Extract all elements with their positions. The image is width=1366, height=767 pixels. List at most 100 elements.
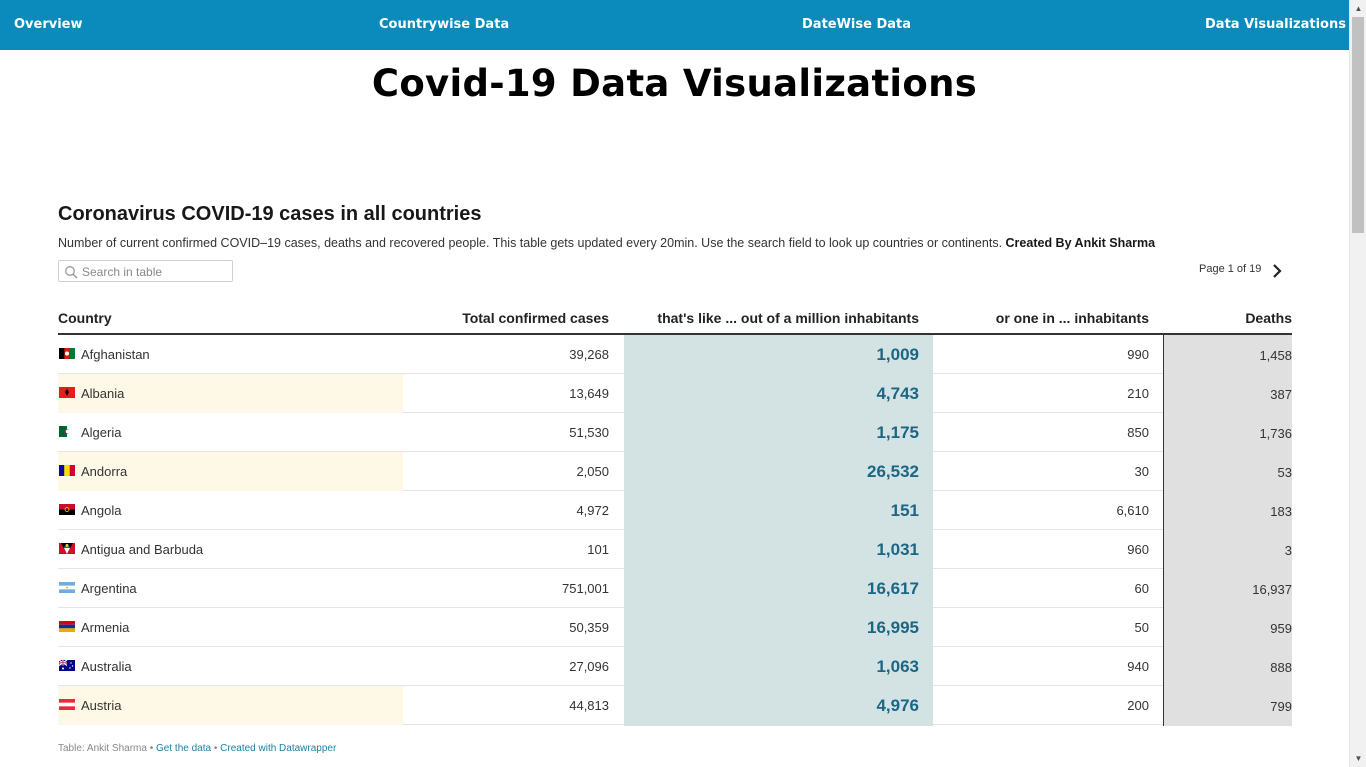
flag-ar-icon: [59, 582, 75, 593]
footer-separator: •: [213, 743, 218, 754]
data-table: Country Total confirmed cases that's lik…: [58, 301, 1292, 726]
nav-countrywise-data[interactable]: Countrywise Data: [379, 17, 510, 32]
cell-per-million: 1,175: [624, 413, 933, 453]
table-row: Afghanistan 39,268 1,009 990 1,458: [58, 335, 1292, 375]
cell-country: Australia: [58, 647, 403, 686]
cell-deaths: 959: [1163, 608, 1292, 648]
cell-total-confirmed: 27,096: [569, 659, 609, 674]
country-name: Angola: [81, 503, 122, 518]
cell-per-million: 26,532: [624, 452, 933, 492]
cell-total-confirmed: 13,649: [569, 386, 609, 401]
country-name: Armenia: [81, 620, 130, 635]
get-data-link[interactable]: Get the data: [156, 743, 212, 754]
cell-deaths: 1,458: [1163, 335, 1292, 375]
cell-total-confirmed: 44,813: [569, 698, 609, 713]
cell-one-in: 940: [1127, 659, 1149, 674]
header-total-confirmed[interactable]: Total confirmed cases: [462, 310, 609, 326]
cell-deaths: 1,736: [1163, 413, 1292, 453]
cell-total-confirmed: 101: [587, 542, 609, 557]
cell-country: Albania: [58, 374, 403, 413]
cell-deaths: 799: [1163, 686, 1292, 726]
cell-one-in: 850: [1127, 425, 1149, 440]
cell-one-in: 960: [1127, 542, 1149, 557]
table-row: Albania 13,649 4,743 210 387: [58, 374, 1292, 414]
cell-country: Armenia: [58, 608, 403, 647]
search-input[interactable]: [82, 263, 230, 280]
nav-datewise-data[interactable]: DateWise Data: [802, 17, 912, 32]
cell-per-million: 4,976: [624, 686, 933, 726]
cell-deaths: 3: [1163, 530, 1292, 570]
datawrapper-link[interactable]: Created with Datawrapper: [220, 743, 337, 754]
cell-one-in: 990: [1127, 347, 1149, 362]
cell-country: Antigua and Barbuda: [58, 530, 403, 569]
search-icon: [65, 266, 78, 279]
table-row: Algeria 51,530 1,175 850 1,736: [58, 413, 1292, 453]
table-row: Argentina 751,001 16,617 60 16,937: [58, 569, 1292, 609]
cell-one-in: 30: [1134, 464, 1149, 479]
table-row: Antigua and Barbuda 101 1,031 960 3: [58, 530, 1292, 570]
scroll-down-icon[interactable]: ▼: [1354, 754, 1363, 763]
cell-country: Afghanistan: [58, 335, 403, 374]
header-deaths[interactable]: Deaths: [1245, 310, 1292, 326]
flag-at-icon: [59, 699, 75, 710]
flag-dz-icon: [59, 426, 75, 437]
cell-per-million: 1,009: [624, 335, 933, 375]
cell-per-million: 1,031: [624, 530, 933, 570]
cell-total-confirmed: 50,359: [569, 620, 609, 635]
cell-per-million: 151: [624, 491, 933, 531]
flag-al-icon: [59, 387, 75, 398]
country-name: Austria: [81, 698, 122, 713]
footer: Table: Ankit Sharma • Get the data • Cre…: [58, 743, 336, 754]
scroll-up-icon[interactable]: ▲: [1354, 4, 1363, 13]
country-name: Antigua and Barbuda: [81, 542, 204, 557]
cell-country: Angola: [58, 491, 403, 530]
nav-data-visualizations[interactable]: Data Visualizations: [1205, 17, 1346, 32]
country-name: Albania: [81, 386, 125, 401]
country-name: Afghanistan: [81, 347, 150, 362]
header-country[interactable]: Country: [58, 310, 112, 326]
scroll-thumb[interactable]: [1352, 17, 1364, 233]
cell-one-in: 50: [1134, 620, 1149, 635]
nav-overview[interactable]: Overview: [14, 17, 83, 32]
flag-ao-icon: [59, 504, 75, 515]
footer-separator: •: [149, 743, 154, 754]
flag-af-icon: [59, 348, 75, 359]
page-scrollbar[interactable]: ▲ ▼: [1349, 0, 1366, 767]
table-row: Austria 44,813 4,976 200 799: [58, 686, 1292, 726]
flag-ad-icon: [59, 465, 75, 476]
table-row: Andorra 2,050 26,532 30 53: [58, 452, 1292, 492]
top-nav: Overview Countrywise Data DateWise Data …: [0, 0, 1349, 50]
cell-total-confirmed: 751,001: [562, 581, 609, 596]
cell-country: Argentina: [58, 569, 403, 608]
header-per-million[interactable]: that's like ... out of a million inhabit…: [657, 310, 919, 326]
table-row: Armenia 50,359 16,995 50 959: [58, 608, 1292, 648]
page-title: Covid-19 Data Visualizations: [371, 62, 978, 105]
country-name: Andorra: [81, 464, 128, 479]
description-text: Number of current confirmed COVID–19 cas…: [58, 236, 1003, 250]
cell-total-confirmed: 39,268: [569, 347, 609, 362]
flag-ag-icon: [59, 543, 75, 554]
flag-au-icon: [59, 660, 75, 671]
chevron-right-icon[interactable]: [1269, 262, 1285, 280]
header-one-in[interactable]: or one in ... inhabitants: [995, 310, 1149, 326]
cell-one-in: 200: [1127, 698, 1149, 713]
cell-per-million: 1,063: [624, 647, 933, 687]
table-header: Country Total confirmed cases that's lik…: [58, 301, 1292, 335]
table-row: Australia 27,096 1,063 940 888: [58, 647, 1292, 687]
widget-title: Coronavirus COVID-19 cases in all countr…: [58, 203, 482, 225]
cell-one-in: 60: [1134, 581, 1149, 596]
table-row: Angola 4,972 151 6,610 183: [58, 491, 1292, 531]
cell-deaths: 53: [1163, 452, 1292, 492]
search-box[interactable]: [58, 260, 233, 282]
country-name: Algeria: [81, 425, 122, 440]
pager-label: Page 1 of 19: [1199, 263, 1262, 275]
cell-deaths: 16,937: [1163, 569, 1292, 609]
cell-per-million: 4,743: [624, 374, 933, 414]
cell-country: Austria: [58, 686, 403, 725]
cell-one-in: 6,610: [1116, 503, 1149, 518]
cell-total-confirmed: 2,050: [576, 464, 609, 479]
cell-deaths: 183: [1163, 491, 1292, 531]
footer-source: Table: Ankit Sharma: [58, 743, 147, 754]
cell-total-confirmed: 51,530: [569, 425, 609, 440]
country-name: Australia: [81, 659, 132, 674]
